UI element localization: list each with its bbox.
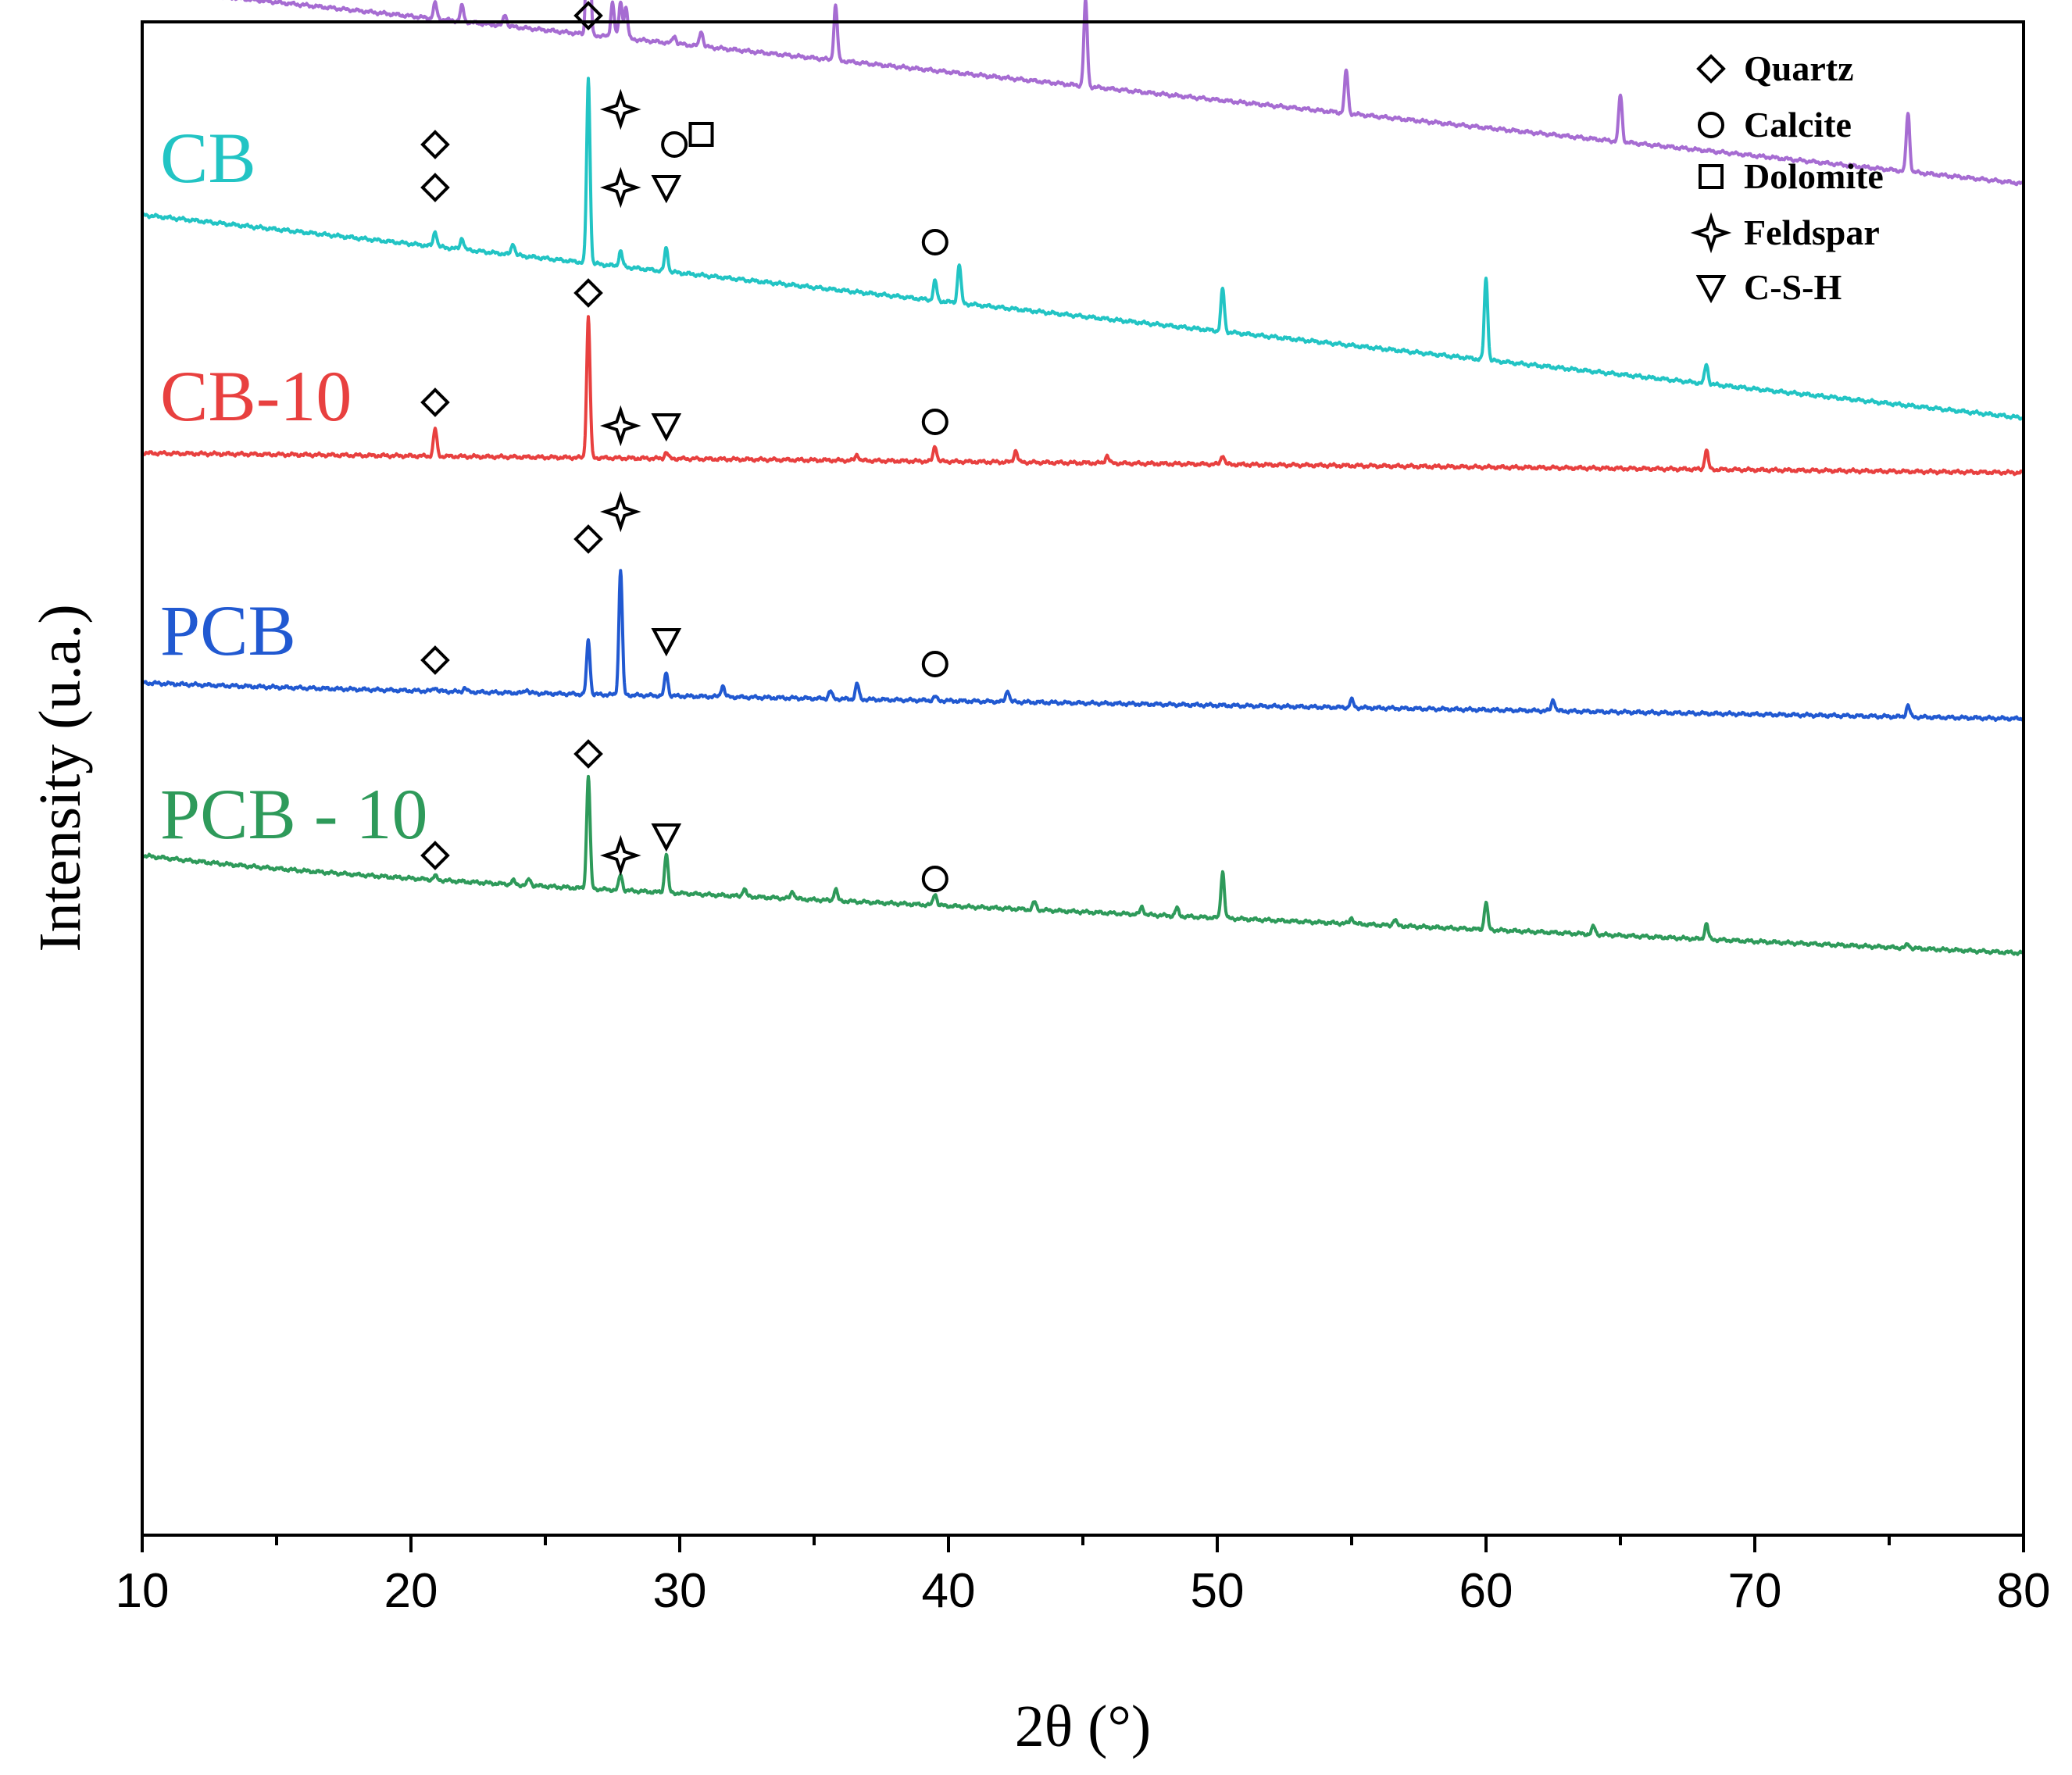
circle-marker <box>921 409 948 435</box>
series-group <box>141 774 2025 956</box>
legend-label: Calcite <box>1744 105 1852 145</box>
circle-marker <box>661 131 688 158</box>
square-marker <box>688 122 714 147</box>
star-marker <box>599 405 641 447</box>
series-line <box>141 77 2025 421</box>
legend: Quartz Calcite Dolomite Feldspar C-S-H <box>1690 48 1884 307</box>
series-label: CB-10 <box>160 356 352 436</box>
x-tick-label: 80 <box>1997 1564 2051 1618</box>
diamond-marker <box>573 278 603 308</box>
x-tick-label: 20 <box>384 1564 438 1618</box>
circle-marker <box>921 866 948 892</box>
circle-marker <box>921 229 948 255</box>
phase-marker-layer <box>420 1 948 892</box>
triangle-down-marker <box>651 175 682 204</box>
legend-label: Quartz <box>1744 48 1854 88</box>
series-line <box>141 774 2025 956</box>
y-axis-title: Intensity (u.a.) <box>27 604 93 952</box>
star-marker <box>599 834 641 877</box>
triangle-down-marker <box>651 628 682 657</box>
series-group <box>141 315 2025 477</box>
series-line <box>141 315 2025 477</box>
series-label: CB <box>160 118 256 198</box>
diamond-marker <box>420 130 450 159</box>
star-marker <box>599 88 641 130</box>
x-tick-label: 50 <box>1191 1564 1245 1618</box>
legend-triangle-down-icon <box>1695 275 1727 304</box>
legend-label: Dolomite <box>1744 156 1884 196</box>
x-tick-label: 70 <box>1728 1564 1782 1618</box>
series-label: PCB - 10 <box>160 774 428 854</box>
series-label: PCB <box>160 591 296 670</box>
legend-diamond-icon <box>1696 54 1726 84</box>
legend-square-icon <box>1699 164 1724 189</box>
star-marker <box>599 491 641 533</box>
series-layer <box>141 0 2025 956</box>
triangle-down-marker <box>651 823 682 852</box>
x-tick-label: 30 <box>653 1564 707 1618</box>
x-tick-label: 10 <box>116 1564 170 1618</box>
star-marker <box>599 166 641 209</box>
series-group <box>141 569 2025 723</box>
series-group <box>141 77 2025 421</box>
diamond-marker <box>573 739 603 769</box>
diamond-marker <box>573 524 603 554</box>
legend-label: Feldspar <box>1744 212 1880 252</box>
x-tick-label: 40 <box>922 1564 976 1618</box>
diamond-marker <box>420 841 450 870</box>
legend-star-icon <box>1690 212 1732 254</box>
diamond-marker <box>573 1 603 30</box>
x-axis-ticks: 10 20 30 40 50 60 70 80 <box>116 1535 2051 1618</box>
diamond-marker <box>420 388 450 417</box>
legend-circle-icon <box>1698 112 1724 138</box>
diamond-marker <box>420 645 450 675</box>
legend-label: C-S-H <box>1744 267 1842 307</box>
diamond-marker <box>420 173 450 202</box>
circle-marker <box>921 651 948 677</box>
x-tick-label: 60 <box>1459 1564 1513 1618</box>
series-line <box>141 569 2025 723</box>
x-axis-title: 2θ (°) <box>1015 1694 1151 1759</box>
triangle-down-marker <box>651 413 682 442</box>
